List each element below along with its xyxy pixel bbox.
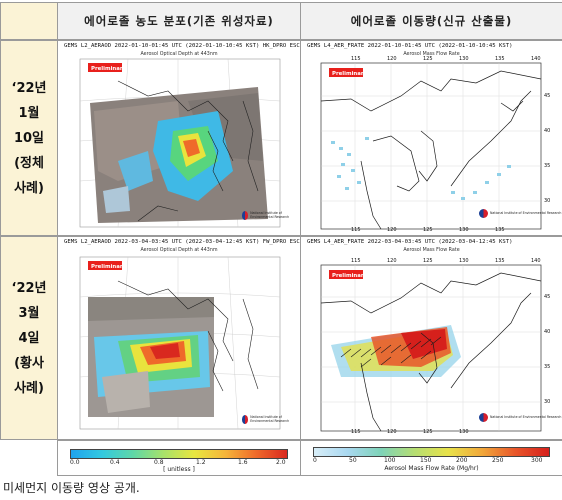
lon-tick: 130 [459, 56, 469, 62]
lon-tick: 130 [459, 429, 469, 435]
aod-map-image: Preliminary [79, 58, 281, 228]
header-right: 에어로졸 이동량(신규 산출물) [300, 2, 562, 40]
lon-tick: 135 [495, 227, 505, 233]
logo-text: National Institute of Environmental Rese… [250, 210, 290, 219]
lon-tick: 135 [495, 258, 505, 264]
flow-colorbar [313, 447, 550, 457]
colorbar-tick: 300 [531, 457, 543, 464]
flow-map-panel-jan: GEMS L4_AER_FRATE 2022-01-10-01:45 UTC (… [300, 40, 562, 236]
nier-logo: National Institute of Environmental Rese… [242, 415, 300, 424]
colorbar-tick: 50 [349, 457, 357, 464]
colorbar-unit-label: [ unitless ] [163, 466, 195, 473]
lon-tick: 120 [387, 258, 397, 264]
lat-tick: 35 [544, 163, 551, 169]
panel-subtitle: Aerosol Optical Depth at 443nm [140, 52, 218, 57]
lon-tick: 125 [423, 429, 433, 435]
lon-tick: 130 [459, 258, 469, 264]
nier-emblem-icon [242, 211, 249, 220]
colorbar-tick: 1.2 [196, 459, 206, 466]
panel-subtitle: Aerosol Optical Depth at 443nm [140, 248, 218, 253]
case-line: 사례) [14, 180, 44, 196]
aod-map-panel-mar: GEMS L2_AERAOD 2022-03-04-03:45 UTC (202… [57, 236, 301, 440]
aod-colorbar [70, 449, 288, 459]
lat-tick: 45 [544, 294, 551, 300]
nier-logo: National Institute of Environmental Rese… [479, 209, 561, 218]
flow-map-image: Preliminary [320, 264, 542, 432]
panel-subtitle: Aerosol Mass Flow Rate [403, 52, 460, 57]
colorbar-tick: 0.8 [154, 459, 164, 466]
flow-map-image: Preliminary [320, 62, 542, 230]
nier-emblem-icon [242, 415, 249, 424]
colorbar-tick: 0.4 [110, 459, 120, 466]
header-corner [0, 2, 58, 40]
lon-tick: 135 [495, 56, 505, 62]
colorbar-tick: 2.0 [276, 459, 286, 466]
lon-tick: 140 [531, 258, 541, 264]
row-2-label: ‘22년 3월 4일 (황사 사례) [0, 236, 58, 440]
lon-tick: 115 [351, 258, 361, 264]
aod-colorbar-legend: 0.0 0.4 0.8 1.2 1.6 2.0 [ unitless ] [57, 440, 301, 476]
lat-tick: 40 [544, 128, 551, 134]
lat-tick: 45 [544, 93, 551, 99]
lon-tick: 120 [387, 56, 397, 62]
lon-tick: 115 [351, 56, 361, 62]
colorbar-tick: 200 [456, 457, 468, 464]
logo-text: National Institute of Environmental Rese… [490, 210, 562, 215]
nier-emblem-icon [479, 209, 488, 218]
panel-subtitle: Aerosol Mass Flow Rate [403, 248, 460, 253]
preliminary-badge: Preliminary [91, 66, 127, 72]
lon-tick: 115 [351, 429, 361, 435]
colorbar-tick: 0.0 [70, 459, 80, 466]
lon-tick: 125 [423, 56, 433, 62]
colorbar-unit-label: Aerosol Mass Flow Rate (Mg/hr) [384, 465, 479, 472]
logo-text: National Institute of Environmental Rese… [250, 414, 290, 423]
figure-caption: 미세먼지 이동량 영상 공개. [3, 481, 140, 495]
nier-logo: National Institute of Environmental Rese… [479, 413, 561, 422]
flow-colorbar-legend: 0 50 100 150 200 250 300 Aerosol Mass Fl… [300, 440, 562, 476]
colorbar-tick: 250 [492, 457, 504, 464]
lat-tick: 30 [544, 198, 551, 204]
nier-logo: National Institute of Environmental Rese… [242, 211, 300, 220]
case-line: ‘22년 [11, 280, 47, 296]
header-left: 에어로졸 농도 분포(기존 위성자료) [57, 2, 301, 40]
lat-tick: 35 [544, 364, 551, 370]
panel-title: GEMS L4_AER_FRATE 2022-03-04-03:45 UTC (… [307, 239, 513, 245]
lon-tick: 120 [387, 429, 397, 435]
preliminary-badge: Preliminary [332, 273, 368, 279]
panel-title: GEMS L2_AERAOD 2022-03-04-03:45 UTC (202… [64, 239, 300, 245]
lon-tick: 125 [423, 227, 433, 233]
lat-tick: 40 [544, 329, 551, 335]
case-line: 1월 [18, 105, 40, 121]
colorbar-tick: 150 [420, 457, 432, 464]
row-1-label: ‘22년 1월 10일 (정체 사례) [0, 40, 58, 236]
preliminary-badge: Preliminary [91, 264, 127, 270]
panel-title: GEMS L4_AER_FRATE 2022-01-10-01:45 UTC (… [307, 43, 513, 49]
case-line: (정체 [14, 155, 44, 171]
colorbar-tick: 0 [313, 457, 317, 464]
colorbar-tick: 100 [384, 457, 396, 464]
aod-map-image: Preliminary [79, 256, 281, 430]
figure-table: 에어로졸 농도 분포(기존 위성자료) 에어로졸 이동량(신규 산출물) ‘22… [0, 2, 562, 476]
case-line: 10일 [13, 130, 45, 146]
lon-tick: 120 [387, 227, 397, 233]
case-line: ‘22년 [11, 80, 47, 96]
flow-map-panel-mar: GEMS L4_AER_FRATE 2022-03-04-03:45 UTC (… [300, 236, 562, 440]
lat-tick: 30 [544, 399, 551, 405]
nier-emblem-icon [479, 413, 488, 422]
panel-title: GEMS L2_AERAOD 2022-01-10-01:45 UTC (202… [64, 43, 300, 49]
colorbar-tick: 1.6 [238, 459, 248, 466]
aod-map-panel-jan: GEMS L2_AERAOD 2022-01-10-01:45 UTC (202… [57, 40, 301, 236]
lon-tick: 140 [531, 56, 541, 62]
case-line: 4일 [18, 330, 40, 346]
lon-tick: 125 [423, 258, 433, 264]
lon-tick: 130 [459, 227, 469, 233]
case-line: 3월 [18, 305, 40, 321]
preliminary-badge: Preliminary [332, 71, 368, 77]
case-line: 사례) [14, 380, 44, 396]
lon-tick: 115 [351, 227, 361, 233]
case-line: (황사 [14, 355, 44, 371]
logo-text: National Institute of Environmental Rese… [490, 414, 562, 419]
